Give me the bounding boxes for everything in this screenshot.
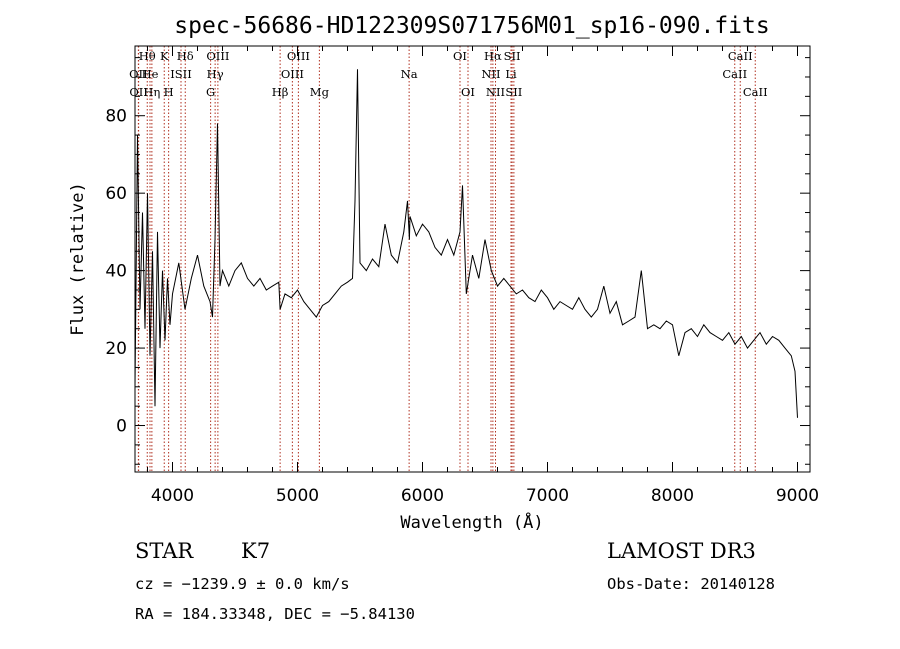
object-subclass: K7 <box>241 539 270 563</box>
line-label-oiii: OIII <box>281 67 304 81</box>
line-label-hη: Hη <box>143 85 160 99</box>
line-label-oii: OII <box>129 67 148 81</box>
line-label-hβ: Hβ <box>272 85 289 99</box>
line-label-caii: CaII <box>722 67 747 81</box>
line-label-na: Na <box>401 67 418 81</box>
line-label-isii: ISII <box>170 67 192 81</box>
x-axis-label: Wavelength (Å) <box>400 511 543 533</box>
line-label-sii: SII <box>505 85 522 99</box>
line-label-oii: OII <box>129 85 148 99</box>
x-tick-label: 9000 <box>776 486 819 506</box>
plot-frame <box>134 45 811 473</box>
line-label-li: Li <box>505 67 517 81</box>
line-label-sii: SII <box>504 49 521 63</box>
x-axis-ticks: 4000 5000 6000 7000 8000 9000 <box>147 46 819 506</box>
line-label-oi: OI <box>453 49 467 63</box>
redshift-velocity: cz = −1239.9 ± 0.0 km/s <box>135 575 350 593</box>
line-label-he: He <box>142 67 159 81</box>
chart-title: spec-56686-HD122309S071756M01_sp16-090.f… <box>174 13 769 39</box>
observation-date: Obs-Date: 20140128 <box>607 575 775 593</box>
line-label-oi: OI <box>461 85 475 99</box>
line-label-hγ: Hγ <box>207 67 224 81</box>
line-label-hα: Hα <box>484 49 502 63</box>
line-label-h: H <box>164 85 174 99</box>
line-label-caii: CaII <box>743 85 768 99</box>
line-label-oiii: OIII <box>206 49 229 63</box>
object-class: STAR <box>135 539 194 563</box>
line-label-caii: CaII <box>728 49 753 63</box>
y-tick-label: 40 <box>105 262 127 282</box>
x-tick-label: 7000 <box>526 486 569 506</box>
x-tick-label: 8000 <box>651 486 694 506</box>
line-marker-layer <box>137 46 756 472</box>
line-label-nii: NII <box>486 85 505 99</box>
line-label-mg: Mg <box>310 85 330 99</box>
x-tick-label: 6000 <box>401 486 444 506</box>
line-label-hδ: Hδ <box>177 49 194 63</box>
line-label-oiii: OIII <box>287 49 310 63</box>
y-tick-label: 60 <box>105 184 127 204</box>
y-axis-label: Flux (relative) <box>68 182 88 336</box>
x-tick-label: 4000 <box>151 486 194 506</box>
y-axis-ticks: 0 20 40 60 80 <box>105 57 810 465</box>
line-label-nii: NII <box>481 67 500 81</box>
line-label-g: G <box>206 85 215 99</box>
x-tick-label: 5000 <box>276 486 319 506</box>
sky-coordinates: RA = 184.33348, DEC = −5.84130 <box>135 605 415 623</box>
y-tick-label: 0 <box>116 417 127 437</box>
line-label-k: K <box>160 49 169 63</box>
y-tick-label: 20 <box>105 339 127 359</box>
y-tick-label: 80 <box>105 107 127 127</box>
spectrum-line <box>134 69 798 418</box>
survey-name: LAMOST DR3 <box>607 539 756 563</box>
line-label-hθ: Hθ <box>139 49 156 63</box>
